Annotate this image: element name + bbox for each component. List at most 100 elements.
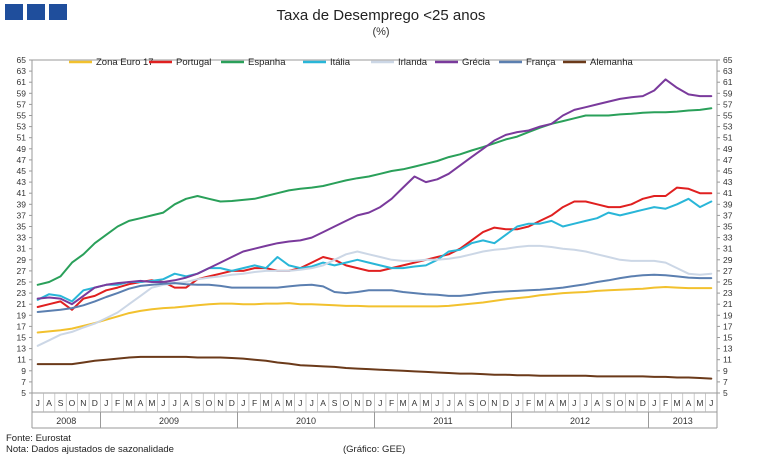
month-label: F [115,398,120,408]
month-label: D [503,398,509,408]
logo-block [49,4,67,20]
year-label: 2009 [159,416,179,426]
chart-title: Taxa de Desemprego <25 anos [276,7,486,24]
y-tick-label-left: 9 [21,366,26,376]
month-label: J [310,398,314,408]
month-label: J [241,398,245,408]
y-tick-label-right: 9 [723,366,728,376]
legend-label: França [526,57,556,68]
series-line [36,107,713,286]
month-label: D [366,398,372,408]
y-tick-label-left: 17 [17,321,27,331]
legend-label: Zona Euro 17 [96,57,154,68]
y-tick-label-right: 19 [723,310,733,320]
month-label: S [58,398,64,408]
y-tick-label-left: 45 [17,166,27,176]
y-tick-label-left: 27 [17,266,27,276]
y-tick-label-right: 35 [723,222,733,232]
year-label: 2011 [433,416,452,426]
series-line [36,244,713,347]
y-tick-label-left: 61 [17,77,27,87]
legend-label: Grécia [462,57,491,68]
y-tick-label-right: 49 [723,144,733,154]
month-label: J [584,398,588,408]
series-line [36,286,713,334]
y-tick-label-right: 45 [723,166,733,176]
y-tick-label-left: 47 [17,155,27,165]
y-tick-label-left: 41 [17,188,27,198]
series-line [36,186,713,311]
y-tick-label-right: 25 [723,277,733,287]
month-label: A [275,398,281,408]
month-label: S [332,398,338,408]
month-label: M [125,398,132,408]
chart-subtitle: (%) [372,26,390,38]
y-tick-label-left: 7 [21,377,26,387]
y-tick-label-right: 33 [723,233,733,243]
y-tick-label-right: 29 [723,255,733,265]
y-tick-label-left: 21 [17,299,27,309]
legend-label: Espanha [248,57,286,68]
month-label: O [343,398,350,408]
month-label: A [457,398,463,408]
month-label: D [92,398,98,408]
month-label: J [36,398,40,408]
month-label: M [696,398,703,408]
month-label: D [229,398,235,408]
y-tick-label-right: 7 [723,377,728,387]
seasonal-note: Nota: Dados ajustados de sazonalidade [6,444,174,455]
month-label: J [378,398,382,408]
y-tick-label-right: 11 [723,355,732,365]
y-tick-label-left: 19 [17,310,27,320]
y-tick-label-right: 5 [723,388,728,398]
month-label: N [217,398,223,408]
y-tick-label-left: 15 [17,333,27,343]
y-tick-label-left: 43 [17,177,27,187]
y-tick-label-left: 33 [17,233,27,243]
y-tick-label-left: 59 [17,88,27,98]
month-label: O [480,398,487,408]
y-tick-label-right: 51 [723,133,733,143]
y-tick-label-right: 65 [723,55,733,65]
year-label: 2012 [570,416,590,426]
y-tick-label-right: 13 [723,344,733,354]
month-label: A [594,398,600,408]
y-tick-label-right: 17 [723,321,733,331]
y-tick-label-left: 13 [17,344,27,354]
month-label: N [354,398,360,408]
y-tick-label-right: 41 [723,188,733,198]
y-tick-label-left: 51 [17,133,27,143]
logo-block [5,4,23,20]
y-tick-label-right: 15 [723,333,733,343]
month-label: M [148,398,155,408]
month-label: J [515,398,519,408]
month-label: O [69,398,76,408]
year-label: 2010 [296,416,316,426]
y-tick-label-left: 57 [17,99,27,109]
month-label: A [412,398,418,408]
month-label: A [46,398,52,408]
y-tick-label-left: 53 [17,122,27,132]
month-label: J [298,398,302,408]
graphic-credit: (Gráfico: GEE) [343,444,406,455]
y-tick-label-right: 23 [723,288,733,298]
y-tick-label-right: 59 [723,88,733,98]
month-label: S [469,398,475,408]
y-tick-label-left: 25 [17,277,27,287]
month-label: J [173,398,177,408]
logo [5,4,67,20]
month-label: A [686,398,692,408]
month-label: J [447,398,451,408]
month-label: M [285,398,292,408]
legend-label: Portugal [176,57,211,68]
month-label: D [640,398,646,408]
month-label: J [572,398,576,408]
series-line [36,78,713,306]
month-label: A [138,398,144,408]
month-label: J [104,398,108,408]
source-note: Fonte: Eurostat [6,433,71,444]
series-line [36,355,713,380]
y-tick-label-right: 39 [723,199,733,209]
month-label: S [195,398,201,408]
